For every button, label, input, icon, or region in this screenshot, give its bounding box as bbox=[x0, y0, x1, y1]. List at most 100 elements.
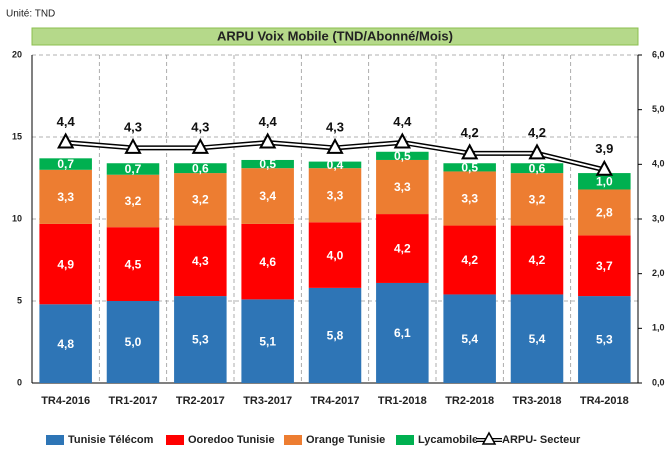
legend-label: Tunisie Télécom bbox=[68, 434, 154, 446]
bar-segment bbox=[510, 173, 564, 226]
line-label: 4,2 bbox=[528, 125, 546, 140]
y-tick-label: 10 bbox=[12, 213, 22, 223]
value-label: 4,8 bbox=[57, 337, 74, 351]
bar-segment bbox=[308, 168, 362, 223]
bar-segment bbox=[39, 304, 92, 383]
legend-label: ARPU- Secteur bbox=[502, 434, 581, 446]
value-label: 0,5 bbox=[461, 161, 478, 175]
bar-segment bbox=[39, 158, 92, 170]
value-label: 4,3 bbox=[192, 254, 209, 268]
legend-label: Ooredoo Tunisie bbox=[188, 434, 275, 446]
legend-label: Orange Tunisie bbox=[306, 434, 385, 446]
bar-segment bbox=[174, 173, 227, 226]
value-label: 4,6 bbox=[259, 255, 276, 269]
bar-segment bbox=[241, 223, 294, 300]
y-tick-label: 0 bbox=[17, 377, 22, 387]
legend-label: Lycamobile bbox=[418, 434, 478, 446]
y2-tick-label: 1,0 bbox=[652, 323, 665, 333]
x-tick-label: TR3-2017 bbox=[243, 395, 292, 407]
bar-segment bbox=[376, 151, 429, 160]
value-label: 3,4 bbox=[259, 189, 276, 203]
value-label: 0,4 bbox=[327, 158, 344, 172]
bar-segment bbox=[174, 163, 227, 174]
value-label: 0,6 bbox=[529, 161, 546, 175]
bar-segment bbox=[106, 174, 160, 228]
value-label: 2,8 bbox=[596, 206, 613, 220]
line-marker bbox=[258, 132, 277, 149]
value-label: 3,2 bbox=[529, 192, 546, 206]
value-label: 4,0 bbox=[327, 248, 344, 262]
line-label: 3,9 bbox=[595, 141, 613, 156]
value-label: 3,7 bbox=[596, 259, 613, 273]
line-marker bbox=[595, 159, 614, 176]
x-tick-label: TR4-2016 bbox=[41, 395, 90, 407]
bar-segment bbox=[443, 225, 496, 295]
value-label: 5,3 bbox=[596, 333, 613, 347]
bar-segment bbox=[443, 294, 496, 383]
line-marker bbox=[56, 132, 75, 149]
value-label: 1,0 bbox=[596, 174, 613, 188]
line-marker bbox=[528, 143, 546, 160]
legend-swatch bbox=[166, 435, 184, 445]
line-marker bbox=[124, 137, 142, 154]
bar-segment bbox=[578, 235, 631, 297]
y2-tick-label: 0,0 bbox=[652, 377, 665, 387]
line-marker bbox=[393, 132, 412, 149]
line-marker bbox=[460, 143, 479, 160]
value-label: 0,7 bbox=[57, 157, 74, 171]
value-label: 4,2 bbox=[394, 242, 411, 256]
y2-tick-label: 5,0 bbox=[652, 104, 665, 114]
bar-segment bbox=[106, 163, 160, 175]
y2-tick-label: 4,0 bbox=[652, 159, 665, 169]
value-label: 5,0 bbox=[125, 335, 142, 349]
y-tick-label: 15 bbox=[12, 131, 22, 141]
x-tick-label: TR1-2017 bbox=[109, 395, 158, 407]
line-label: 4,2 bbox=[461, 125, 479, 140]
y2-tick-label: 2,0 bbox=[652, 268, 665, 278]
title-bar bbox=[31, 27, 639, 46]
bar-segment bbox=[376, 282, 429, 383]
y-tick-label: 20 bbox=[12, 49, 22, 59]
bar-segment bbox=[241, 299, 294, 383]
value-label: 5,4 bbox=[461, 332, 478, 346]
bar-segment bbox=[308, 222, 362, 288]
bar-segment bbox=[443, 163, 496, 172]
chart-title: ARPU Voix Mobile (TND/Abonné/Mois) bbox=[217, 28, 453, 43]
line-marker bbox=[191, 137, 210, 154]
x-tick-label: TR1-2018 bbox=[378, 395, 427, 407]
bar-segment bbox=[174, 225, 227, 297]
value-label: 0,6 bbox=[192, 161, 209, 175]
value-label: 0,5 bbox=[394, 149, 411, 163]
line-label: 4,3 bbox=[191, 119, 209, 134]
bar-segment bbox=[578, 189, 631, 236]
bar-segment bbox=[308, 161, 362, 169]
unit-label: Unité: TND bbox=[6, 9, 55, 20]
x-tick-label: TR2-2017 bbox=[176, 395, 225, 407]
y2-tick-label: 6,0 bbox=[652, 49, 665, 59]
bar-segment bbox=[241, 168, 294, 224]
value-label: 6,1 bbox=[394, 326, 411, 340]
value-label: 3,3 bbox=[461, 192, 478, 206]
y2-tick-label: 3,0 bbox=[652, 213, 665, 223]
bar-segment bbox=[106, 301, 160, 383]
x-tick-label: TR2-2018 bbox=[445, 395, 494, 407]
x-tick-label: TR4-2017 bbox=[311, 395, 360, 407]
bar-segment bbox=[510, 294, 564, 383]
x-tick-label: TR4-2018 bbox=[580, 395, 629, 407]
value-label: 5,8 bbox=[327, 329, 344, 343]
y-tick-label: 5 bbox=[17, 295, 22, 305]
value-label: 0,7 bbox=[125, 162, 142, 176]
bar-segment bbox=[578, 173, 631, 190]
bar-segment bbox=[443, 171, 496, 226]
bar-segment bbox=[241, 159, 294, 169]
legend-swatch bbox=[396, 435, 414, 445]
line-label: 4,3 bbox=[326, 119, 344, 134]
value-label: 0,5 bbox=[259, 157, 276, 171]
value-label: 3,2 bbox=[125, 194, 142, 208]
bar-segment bbox=[174, 296, 227, 383]
bar-segment bbox=[39, 223, 92, 305]
bar-segment bbox=[510, 163, 564, 174]
value-label: 4,5 bbox=[125, 257, 142, 271]
value-label: 3,3 bbox=[327, 188, 344, 202]
